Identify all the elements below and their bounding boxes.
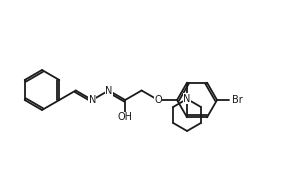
Text: Br: Br [232, 95, 243, 105]
Text: N: N [183, 94, 191, 104]
Text: N: N [105, 86, 112, 96]
Text: O: O [154, 95, 162, 105]
Text: OH: OH [118, 112, 133, 122]
Text: N: N [88, 95, 96, 105]
